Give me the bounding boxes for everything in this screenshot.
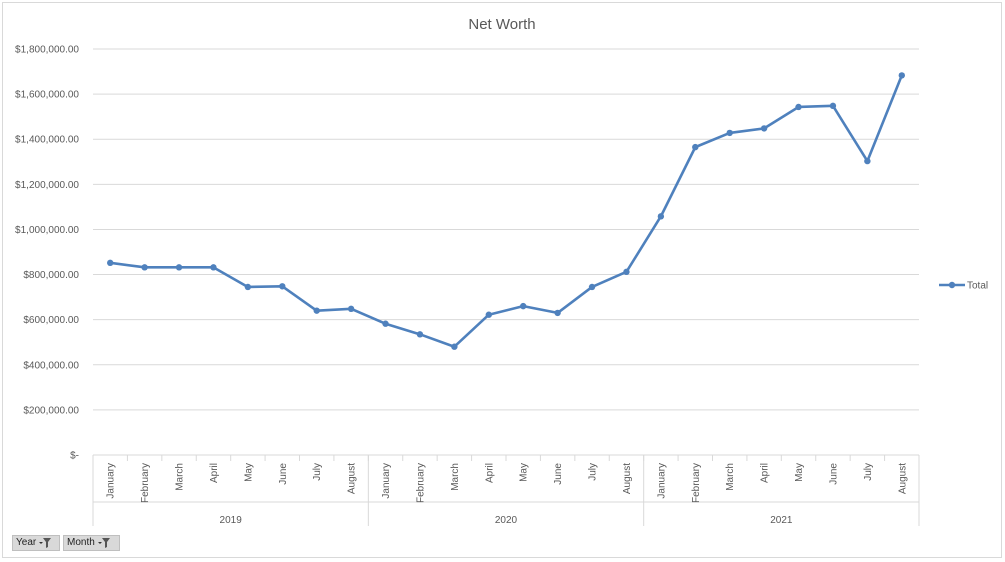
y-tick-label: $1,400,000.00: [15, 135, 79, 146]
data-point: [520, 302, 527, 310]
filter-icon: [39, 538, 52, 548]
data-point: [760, 125, 768, 132]
data-point: [313, 307, 320, 314]
data-point: [416, 331, 424, 338]
legend-label: Total: [967, 281, 988, 292]
data-point: [554, 309, 561, 317]
y-tick-label: $200,000.00: [23, 405, 79, 416]
month-label: June: [278, 463, 289, 485]
month-label: March: [725, 463, 736, 491]
month-label: July: [312, 463, 323, 481]
month-label: February: [691, 463, 702, 503]
data-point: [829, 102, 837, 110]
month-label: January: [106, 463, 117, 499]
data-point: [244, 283, 252, 291]
data-point: [107, 259, 114, 267]
data-point: [623, 268, 630, 276]
data-point: [141, 264, 148, 271]
month-label: May: [243, 463, 254, 482]
data-point: [210, 264, 217, 271]
month-label: August: [897, 463, 908, 494]
month-filter-label: Month: [67, 537, 95, 548]
y-tick-label: $800,000.00: [23, 270, 79, 281]
month-label: January: [656, 463, 667, 499]
y-tick-label: $1,800,000.00: [15, 45, 79, 56]
data-point: [588, 283, 596, 291]
month-label: July: [863, 463, 874, 481]
y-tick-label: $600,000.00: [23, 315, 79, 326]
y-tick-label: $1,000,000.00: [15, 225, 79, 236]
chart-title: Net Worth: [468, 16, 535, 33]
month-label: April: [484, 463, 495, 483]
month-label: April: [760, 463, 771, 483]
month-label: August: [347, 463, 358, 494]
data-point: [451, 343, 458, 350]
series-line-total: [110, 74, 903, 349]
data-point: [726, 129, 733, 137]
month-label: January: [381, 463, 392, 499]
legend-marker: [948, 281, 956, 289]
month-label: April: [209, 463, 220, 483]
year-filter-button[interactable]: Year: [12, 535, 60, 551]
filter-icon: [97, 538, 110, 548]
month-label: March: [175, 463, 186, 491]
data-point: [347, 305, 355, 313]
data-point: [657, 213, 665, 220]
month-label: March: [450, 463, 461, 491]
data-point: [795, 103, 802, 111]
data-point: [692, 143, 699, 151]
year-filter-label: Year: [16, 537, 37, 548]
month-label: May: [519, 463, 530, 482]
month-label: February: [140, 463, 151, 503]
y-tick-label: $1,600,000.00: [15, 90, 79, 101]
month-label: June: [828, 463, 839, 485]
month-label: June: [553, 463, 564, 485]
month-label: February: [415, 463, 426, 503]
data-point: [279, 283, 286, 290]
data-point: [898, 72, 905, 79]
month-filter-button[interactable]: Month: [63, 535, 120, 551]
month-label: May: [794, 463, 805, 482]
month-label: August: [622, 463, 633, 494]
data-point: [175, 264, 183, 271]
month-label: July: [588, 463, 599, 481]
data-point: [382, 320, 389, 327]
year-label: 2019: [220, 515, 243, 526]
year-label: 2020: [495, 515, 518, 526]
data-point: [864, 157, 871, 165]
data-point: [485, 311, 492, 318]
net-worth-chart: Net Worth $- $200,000.00 $400,000.00 $600,0…: [15, 16, 988, 526]
y-tick-label: $1,200,000.00: [15, 180, 79, 191]
y-tick-label: $-: [70, 451, 79, 462]
y-tick-label: $400,000.00: [23, 360, 79, 371]
year-label: 2021: [770, 515, 793, 526]
